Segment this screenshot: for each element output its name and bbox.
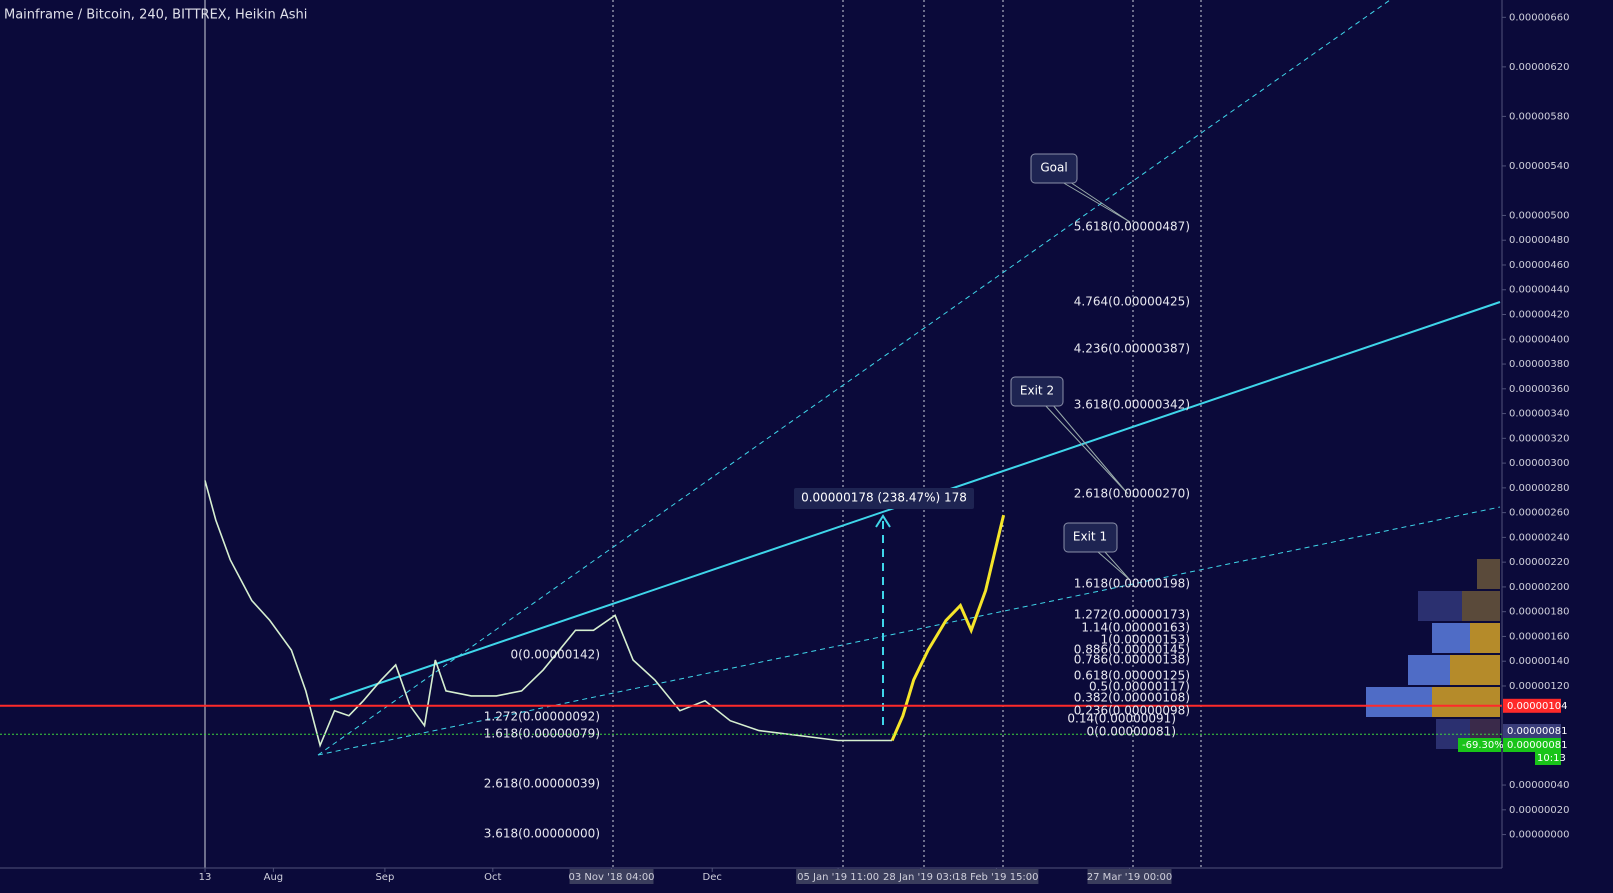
chart-title: Mainframe / Bitcoin, 240, BITTREX, Heiki… [4,8,307,23]
y-tick-label: 0.00000160 [1509,631,1569,642]
fib-label: 1.618(0.00000079) [484,727,600,741]
fib-label: 2.618(0.00000270) [1074,487,1190,501]
y-tick-label: 0.00000500 [1509,210,1569,221]
fib-label: 1.14(0.00000163) [1081,621,1190,635]
y-tick-label: 0.00000120 [1509,681,1569,692]
y-tick-label: 0.00000580 [1509,111,1569,122]
x-tick-label: Sep [375,872,394,883]
price-line [204,480,893,748]
fib-label: 0.618(0.00000125) [1074,669,1190,683]
x-tick-label: 28 Jan '19 03:0 [883,872,959,883]
x-tick-badge [1087,869,1172,884]
fib-label: 0.5(0.00000117) [1089,680,1190,694]
fib-label: 1.272(0.00000173) [1074,608,1190,622]
price-badge-label: 0.00000104 [1507,701,1567,712]
x-tick-label: 03 Nov '18 04:00 [568,872,654,883]
x-tick-label: 18 Feb '19 15:00 [954,872,1038,883]
x-tick-badge [954,869,1039,884]
price-badge [1503,738,1561,752]
y-tick-label: 0.00000260 [1509,508,1569,519]
fib-label: 0.382(0.00000108) [1074,691,1190,705]
y-tick-label: 0.00000480 [1509,235,1569,246]
callout-box [1063,522,1118,553]
x-tick-label: Oct [484,872,501,883]
fib-label: 3.618(0.00000000) [484,827,600,841]
fib-label: 1(0.00000153) [1100,633,1190,647]
y-tick-label: 0.00000620 [1509,62,1569,73]
fib-label: 3.618(0.00000342) [1074,398,1190,412]
fib-label: 0.886(0.00000145) [1074,643,1190,657]
y-tick-label: 0.00000300 [1509,458,1569,469]
y-tick-label: 0.00000540 [1509,161,1569,172]
y-tick-label: 0.00000220 [1509,557,1569,568]
y-tick-label: 0.00000380 [1509,359,1569,370]
y-tick-label: 0.00000140 [1509,656,1569,667]
x-tick-badge [569,869,654,884]
y-tick-label: 0.00000420 [1509,310,1569,321]
price-badge-label: 0.00000081 [1507,740,1567,751]
x-tick-label: 27 Mar '19 00:00 [1087,872,1172,883]
y-tick-label: 0.00000020 [1509,805,1569,816]
volume-profile [1366,559,1500,749]
price-badge-label: 10:13 [1537,753,1566,764]
fib-label: 0(0.00000142) [510,648,600,662]
price-badge-label: -69.30% [1462,740,1504,751]
fib-label: 2.618(0.00000039) [484,777,600,791]
callout-box [1010,376,1064,407]
y-tick-label: 0.00000360 [1509,384,1569,395]
x-tick-label: Dec [703,872,722,883]
y-tick-label: 0.00000400 [1509,334,1569,345]
fib-label: 4.236(0.00000387) [1074,342,1190,356]
fib-label: 0.14(0.00000091) [1067,712,1176,726]
x-tick-badge [878,869,963,884]
y-tick-label: 0.00000240 [1509,532,1569,543]
y-tick-label: 0.00000660 [1509,12,1569,23]
fib-label: 0.236(0.00000098) [1074,704,1190,718]
callout: Goal [1040,161,1067,175]
price-badge [1458,738,1501,752]
y-tick-label: 0.00000320 [1509,433,1569,444]
y-tick-label: 0.00000440 [1509,285,1569,296]
fib-label: 1.618(0.00000198) [1074,577,1190,591]
callout-pointers [1043,181,1131,581]
y-tick-label: 0.00000000 [1509,830,1569,841]
y-tick-label: 0.00000280 [1509,483,1569,494]
y-tick-label: 0.00000340 [1509,409,1569,420]
callout: Exit 2 [1020,384,1054,398]
callout-box [1030,153,1078,184]
x-tick-badge [796,869,881,884]
price-line [890,514,1006,742]
fib-label: 5.618(0.00000487) [1074,220,1190,234]
y-tick-label: 0.00000040 [1509,780,1569,791]
fib-label: 1.272(0.00000092) [484,710,600,724]
x-tick-label: 13 [199,872,212,883]
x-tick-label: 05 Jan '19 11:00 [797,872,879,883]
x-tick-label: Aug [264,872,284,883]
fib-label: 0.786(0.00000138) [1074,653,1190,667]
y-tick-label: 0.00000200 [1509,582,1569,593]
callout: Exit 1 [1073,530,1107,544]
price-badge [1535,751,1561,765]
price-badge [1503,698,1561,713]
measure-label: 0.00000178 (238.47%) 178 [801,491,967,505]
fib-label: 0(0.00000081) [1086,725,1176,739]
price-badge [1503,724,1561,738]
y-tick-label: 0.00000460 [1509,260,1569,271]
y-tick-label: 0.00000180 [1509,607,1569,618]
price-badge-label: 0.00000081 [1507,726,1567,737]
measure-box [794,488,974,509]
fib-label: 4.764(0.00000425) [1074,295,1190,309]
